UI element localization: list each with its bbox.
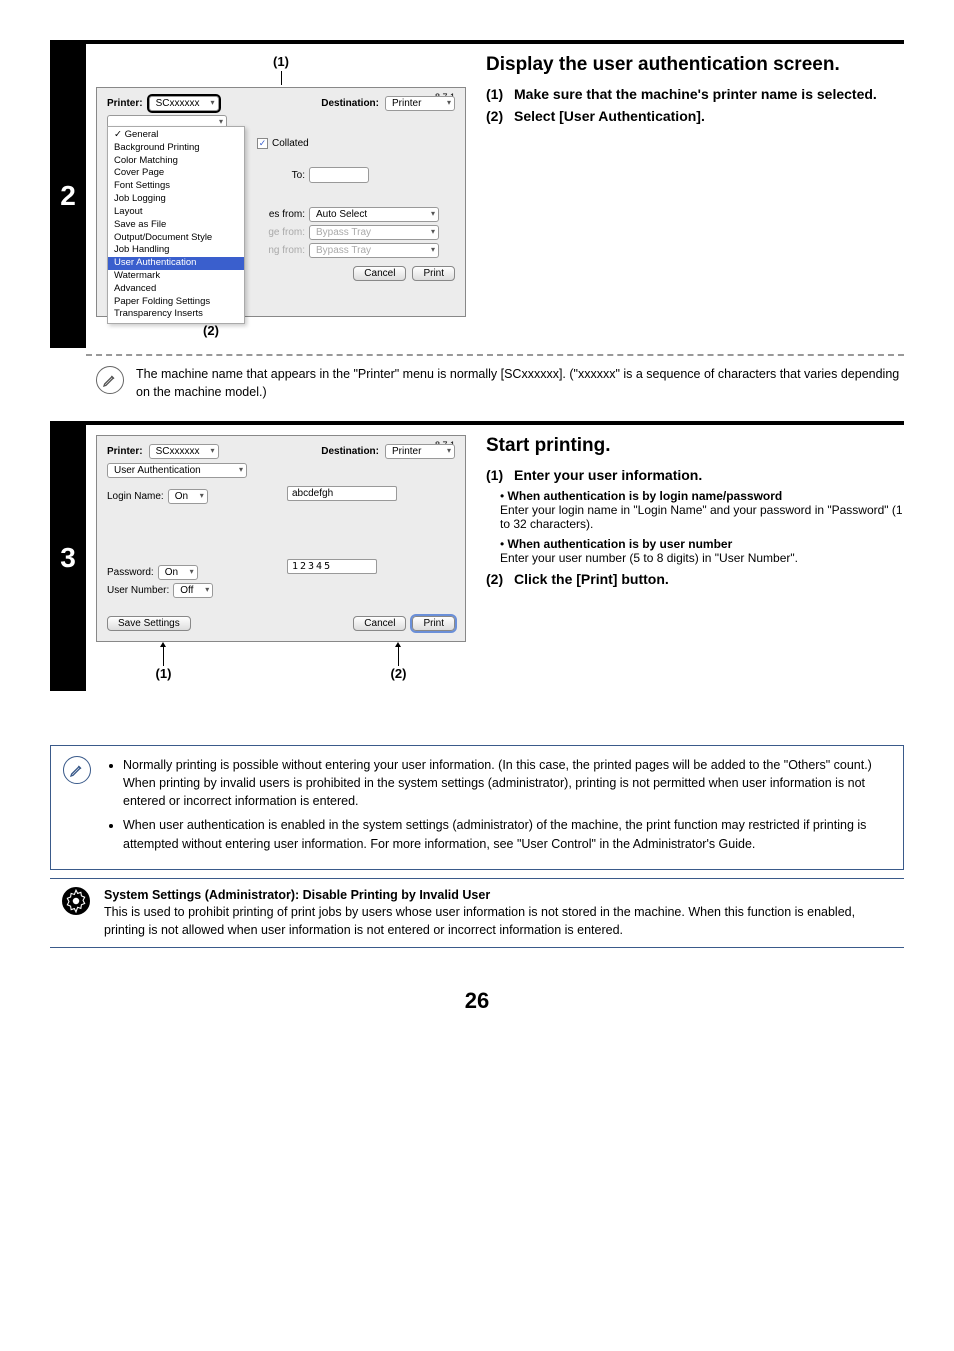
step-content: (1) 8.7.1 Printer: SCxxxxxx Destination:… — [86, 44, 904, 348]
dd-joblog[interactable]: Job Logging — [108, 193, 244, 206]
password-label: Password: — [107, 567, 154, 578]
step3-title: Start printing. — [486, 435, 904, 457]
step2-note: The machine name that appears in the "Pr… — [96, 366, 904, 401]
step-content: 8.7.1 Printer: SCxxxxxx Destination: Pri… — [86, 425, 904, 691]
destination-select[interactable]: Printer — [385, 96, 455, 111]
step-2: 2 (1) 8.7.1 Printer: SCxxxxxx Destinatio… — [50, 40, 904, 348]
step-3: 3 8.7.1 Printer: SCxxxxxx Destination: P… — [50, 421, 904, 691]
row1-select[interactable]: Auto Select — [309, 207, 439, 222]
callout-1-label: (1) — [96, 54, 466, 69]
destination-label: Destination: — [321, 446, 379, 457]
collated-label: Collated — [272, 138, 309, 149]
dd-watermark[interactable]: Watermark — [108, 270, 244, 283]
password-input[interactable]: 12345 — [287, 559, 377, 574]
login-name-label: Login Name: — [107, 491, 164, 502]
pencil-icon — [96, 366, 124, 394]
callout-1-label: (1) — [156, 666, 172, 681]
admin-text: System Settings (Administrator): Disable… — [104, 887, 892, 940]
dd-save[interactable]: Save as File — [108, 219, 244, 232]
admin-title: System Settings (Administrator): Disable… — [104, 888, 490, 902]
dd-layout[interactable]: Layout — [108, 206, 244, 219]
gear-icon — [62, 887, 90, 915]
panel-dropdown[interactable]: General Background Printing Color Matchi… — [107, 126, 245, 324]
step2-item1: (1)Make sure that the machine's printer … — [486, 86, 904, 102]
user-number-label: User Number: — [107, 585, 169, 596]
row1-label: es from: — [257, 209, 305, 220]
collated-checkbox[interactable]: ✓ — [257, 138, 268, 149]
info-bullet-1: Normally printing is possible without en… — [123, 756, 891, 810]
printer-select[interactable]: SCxxxxxx — [149, 96, 219, 111]
admin-box: System Settings (Administrator): Disable… — [50, 878, 904, 949]
step3-item2: (2)Click the [Print] button. — [486, 571, 904, 587]
step3-text: Start printing. (1)Enter your user infor… — [466, 435, 904, 681]
step2-item2: (2)Select [User Authentication]. — [486, 108, 904, 124]
screenshot-step3: 8.7.1 Printer: SCxxxxxx Destination: Pri… — [96, 435, 466, 681]
step2-note-text: The machine name that appears in the "Pr… — [136, 366, 904, 401]
info-box: Normally printing is possible without en… — [50, 745, 904, 870]
destination-label: Destination: — [321, 98, 379, 109]
login-name-toggle[interactable]: On — [168, 489, 208, 504]
dd-userauth[interactable]: User Authentication — [108, 257, 244, 270]
password-toggle[interactable]: On — [158, 565, 198, 580]
row2-select: Bypass Tray — [309, 225, 439, 240]
step-number: 3 — [50, 425, 86, 691]
callout-line — [281, 71, 282, 85]
save-settings-button[interactable]: Save Settings — [107, 616, 191, 631]
callout-2-label: (2) — [0, 323, 466, 338]
row3-select: Bypass Tray — [309, 243, 439, 258]
callout-arrow — [398, 646, 399, 666]
cancel-button[interactable]: Cancel — [353, 616, 406, 631]
dd-color[interactable]: Color Matching — [108, 155, 244, 168]
print-dialog-step2: 8.7.1 Printer: SCxxxxxx Destination: Pri… — [96, 87, 466, 317]
info-bullets: Normally printing is possible without en… — [105, 756, 891, 859]
step3-sub1: • When authentication is by login name/p… — [500, 489, 904, 531]
screenshot-step2: (1) 8.7.1 Printer: SCxxxxxx Destination:… — [96, 54, 466, 338]
callout-arrow — [163, 646, 164, 666]
printer-label: Printer: — [107, 446, 143, 457]
printer-select[interactable]: SCxxxxxx — [149, 444, 219, 459]
step2-text: Display the user authentication screen. … — [466, 54, 904, 338]
panel-select[interactable]: User Authentication — [107, 463, 247, 478]
dd-output[interactable]: Output/Document Style — [108, 232, 244, 245]
row2-label: ge from: — [257, 227, 305, 238]
dd-trans[interactable]: Transparency Inserts — [108, 308, 244, 321]
dd-adv[interactable]: Advanced — [108, 283, 244, 296]
admin-body: This is used to prohibit printing of pri… — [104, 905, 855, 937]
print-button[interactable]: Print — [412, 266, 455, 281]
destination-select[interactable]: Printer — [385, 444, 455, 459]
dd-cover[interactable]: Cover Page — [108, 167, 244, 180]
login-name-input[interactable]: abcdefgh — [287, 486, 397, 501]
step2-title: Display the user authentication screen. — [486, 54, 904, 76]
dd-jobh[interactable]: Job Handling — [108, 244, 244, 257]
dashed-separator — [86, 354, 904, 356]
to-label: To: — [257, 170, 305, 181]
dialog-right-area: ✓ Collated To: es from: Auto Select ge fro… — [257, 138, 455, 281]
print-dialog-step3: 8.7.1 Printer: SCxxxxxx Destination: Pri… — [96, 435, 466, 642]
user-number-toggle[interactable]: Off — [173, 583, 213, 598]
dd-general[interactable]: General — [108, 129, 244, 142]
cancel-button[interactable]: Cancel — [353, 266, 406, 281]
callout-2-label: (2) — [391, 666, 407, 681]
dd-fold[interactable]: Paper Folding Settings — [108, 296, 244, 309]
dd-bg[interactable]: Background Printing — [108, 142, 244, 155]
pencil-icon — [63, 756, 91, 784]
step3-sub2: • When authentication is by user numberE… — [500, 537, 904, 565]
printer-label: Printer: — [107, 98, 143, 109]
info-bullet-2: When user authentication is enabled in t… — [123, 816, 891, 852]
print-button[interactable]: Print — [412, 616, 455, 631]
page-number: 26 — [50, 988, 904, 1014]
step-number: 2 — [50, 44, 86, 348]
row3-label: ng from: — [257, 245, 305, 256]
dd-font[interactable]: Font Settings — [108, 180, 244, 193]
step3-item1: (1)Enter your user information. — [486, 467, 904, 483]
to-input[interactable] — [309, 167, 369, 183]
